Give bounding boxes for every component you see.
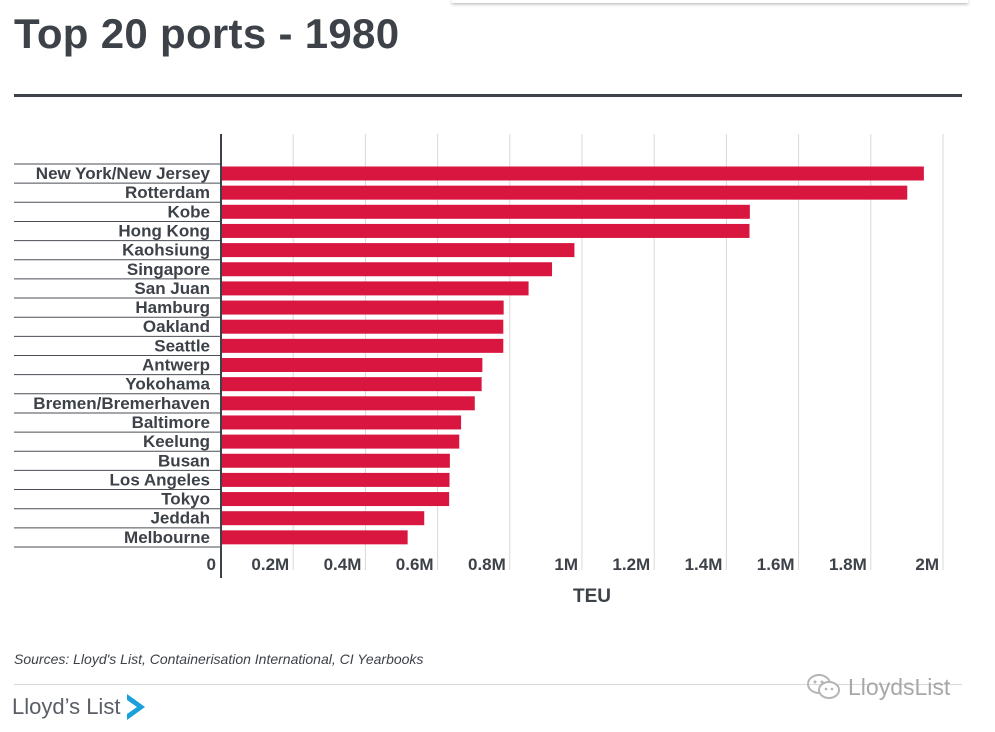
category-label: Antwerp: [142, 356, 210, 375]
x-tick-label: 0: [207, 555, 216, 574]
category-label: San Juan: [134, 279, 210, 298]
x-tick-label: 1.4M: [685, 555, 723, 574]
x-tick-label: 1.6M: [757, 555, 795, 574]
footer-divider: [14, 684, 962, 685]
top-tab-edge: [452, 0, 968, 3]
category-label: Oakland: [143, 317, 210, 336]
category-label: Kaohsiung: [122, 241, 210, 260]
category-label: Keelung: [143, 432, 210, 451]
category-label: Yokohama: [125, 375, 210, 394]
category-label: Bremen/Bremerhaven: [33, 394, 210, 413]
category-label: Los Angeles: [110, 470, 210, 489]
bar: [221, 377, 482, 392]
bar: [221, 281, 529, 296]
bar: [221, 434, 460, 449]
category-separators: [14, 163, 221, 548]
x-axis-label: TEU: [573, 586, 611, 607]
category-label: Melbourne: [124, 528, 210, 547]
chart-title: Top 20 ports - 1980: [14, 10, 400, 57]
x-tick-label: 0.4M: [324, 555, 362, 574]
bars: [221, 166, 924, 545]
category-label: Baltimore: [132, 413, 210, 432]
title-divider: [14, 94, 962, 97]
x-tick-label: 0.6M: [396, 555, 434, 574]
category-label: Busan: [158, 451, 210, 470]
bar: [221, 319, 504, 334]
bar: [221, 358, 483, 372]
lloyds-list-logo[interactable]: Lloyd’s List: [12, 692, 148, 722]
bar: [221, 472, 450, 487]
category-label: Singapore: [127, 260, 210, 279]
bar: [221, 511, 425, 526]
bar: [221, 492, 450, 507]
bar: [221, 530, 408, 545]
bar: [221, 415, 462, 430]
play-arrow-icon: [127, 694, 146, 720]
watermark-text: LloydsList: [848, 673, 951, 700]
x-tick-labels: 0 0.2M 0.4M 0.6M 0.8M 1M 1.2M 1.4M 1.6M 1.8M 2M: [207, 555, 939, 574]
wechat-icon: [807, 674, 840, 699]
category-label: Tokyo: [161, 490, 210, 509]
wechat-watermark: LloydsList: [806, 673, 950, 701]
bar: [221, 243, 575, 258]
category-label: Seattle: [154, 336, 210, 355]
x-tick-label: 0.8M: [468, 555, 506, 574]
bar: [221, 166, 924, 181]
x-tick-label: 2M: [915, 555, 939, 574]
bar: [221, 204, 750, 219]
source-note: Sources: Lloyd's List, Containerisation …: [14, 651, 424, 667]
logo-text: Lloyd’s List: [12, 694, 121, 719]
bar: [221, 338, 504, 353]
bar: [221, 262, 553, 277]
x-tick-label: 1.8M: [829, 555, 867, 574]
x-tick-label: 0.2M: [251, 555, 289, 574]
bar: [221, 300, 504, 315]
category-label: Rotterdam: [125, 183, 210, 202]
x-tick-label: 1M: [554, 555, 578, 574]
bar: [221, 185, 908, 200]
category-label: Hamburg: [135, 298, 210, 317]
category-label: Kobe: [168, 202, 211, 221]
bar: [221, 223, 750, 238]
bar: [221, 396, 475, 411]
category-label: New York/New Jersey: [36, 164, 211, 183]
bar: [221, 453, 450, 468]
category-label: Jeddah: [150, 509, 210, 528]
x-tick-label: 1.2M: [612, 555, 650, 574]
category-label: Hong Kong: [118, 221, 210, 240]
